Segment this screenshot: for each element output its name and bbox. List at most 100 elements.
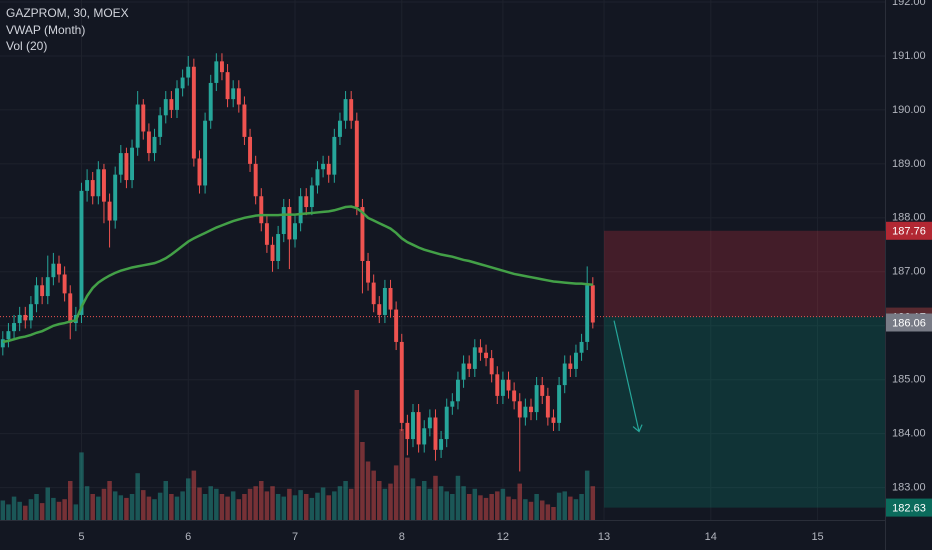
candle-body xyxy=(28,304,33,321)
candle-body xyxy=(107,201,112,221)
y-tick-label: 185.00 xyxy=(892,374,926,386)
candle-body xyxy=(197,158,202,186)
candle-body xyxy=(113,174,118,221)
volume-bar xyxy=(360,442,365,520)
volume-bar xyxy=(320,487,326,520)
volume-bar xyxy=(208,486,213,520)
candle-body xyxy=(562,363,567,386)
volume-bar xyxy=(393,465,399,520)
volume-bar xyxy=(500,488,506,520)
candle-body xyxy=(573,352,578,369)
candle-body xyxy=(293,223,297,240)
volume-bar xyxy=(39,503,45,520)
volume-bar xyxy=(348,488,354,520)
candle-body xyxy=(455,379,460,402)
legend-vwap: VWAP (Month) xyxy=(6,23,85,37)
volume-bar xyxy=(528,501,534,520)
volume-bar xyxy=(584,470,590,520)
candle-body xyxy=(180,77,185,89)
volume-bar xyxy=(556,492,562,520)
volume-bar xyxy=(461,486,466,520)
volume-bar xyxy=(523,499,528,520)
candle-body xyxy=(248,136,253,164)
x-tick-label: 13 xyxy=(598,531,610,543)
price-badge xyxy=(886,221,932,240)
candle-body xyxy=(124,153,129,181)
volume-bar xyxy=(0,500,6,520)
candle-body xyxy=(259,196,264,224)
candle-body xyxy=(23,314,28,321)
volume-bar xyxy=(230,491,236,520)
candle-body xyxy=(557,385,562,423)
candle-body xyxy=(579,341,584,353)
candle-body xyxy=(186,66,191,78)
volume-bar xyxy=(23,505,28,520)
volume-bar xyxy=(197,487,202,520)
candle-body xyxy=(326,163,331,175)
candle-body xyxy=(253,163,258,197)
volume-bar xyxy=(219,494,225,520)
volume-bar xyxy=(107,481,112,520)
candle-body xyxy=(551,417,556,423)
candle-body xyxy=(287,207,292,240)
candle-body xyxy=(500,379,505,396)
candle-body xyxy=(394,309,399,342)
candle-body xyxy=(337,120,342,137)
x-tick-label: 5 xyxy=(78,531,84,543)
volume-bar xyxy=(51,497,56,520)
stop-zone xyxy=(604,230,885,317)
candle-body xyxy=(585,285,590,342)
candle-body xyxy=(175,88,179,110)
volume-bar xyxy=(112,491,118,520)
candle-body xyxy=(529,406,533,413)
candle-body xyxy=(478,347,483,353)
candle-body xyxy=(366,261,371,283)
price-badge xyxy=(886,313,932,332)
candle-body xyxy=(85,180,90,191)
candle-body xyxy=(416,412,421,445)
candle-body xyxy=(34,285,39,305)
arrow xyxy=(613,320,643,433)
price-badge-label: 182.63 xyxy=(892,502,926,514)
volume-bar xyxy=(478,495,483,520)
volume-bar xyxy=(399,429,405,520)
candle-body xyxy=(146,131,151,154)
volume-bar xyxy=(247,488,253,520)
volume-bar xyxy=(517,483,523,520)
volume-bar xyxy=(281,496,287,520)
volume-bar xyxy=(169,494,174,520)
volume-bar xyxy=(79,452,84,520)
volume-bar xyxy=(124,497,129,520)
volume-bar xyxy=(73,504,79,520)
candle-body xyxy=(231,88,236,100)
candle-body xyxy=(377,304,382,315)
volume-bar xyxy=(163,481,169,520)
candle-body xyxy=(158,115,163,137)
candle-body xyxy=(343,99,348,121)
volume-bar xyxy=(135,473,140,520)
volume-bar xyxy=(118,495,124,520)
volume-bar xyxy=(225,496,230,520)
volume-bar xyxy=(298,490,303,520)
y-tick-label: 192.00 xyxy=(892,0,926,8)
candle-body xyxy=(141,104,146,132)
x-tick-label: 12 xyxy=(497,531,509,543)
candle-body xyxy=(276,234,281,261)
volume-bar xyxy=(185,478,191,520)
candle-body xyxy=(90,180,95,197)
volume-bar xyxy=(455,475,461,520)
candle-body xyxy=(439,439,444,450)
candle-body xyxy=(264,223,269,245)
candle-body xyxy=(472,347,477,369)
candle-body xyxy=(360,207,365,261)
candle-body xyxy=(371,282,376,305)
candle-body xyxy=(321,163,326,170)
volume-bar xyxy=(242,494,247,520)
candle-body xyxy=(399,341,404,423)
volume-bar xyxy=(326,495,331,520)
candle-body xyxy=(208,82,213,121)
x-tick-label: 6 xyxy=(185,531,191,543)
volume-bar xyxy=(292,495,298,520)
volume-bar xyxy=(568,496,573,520)
